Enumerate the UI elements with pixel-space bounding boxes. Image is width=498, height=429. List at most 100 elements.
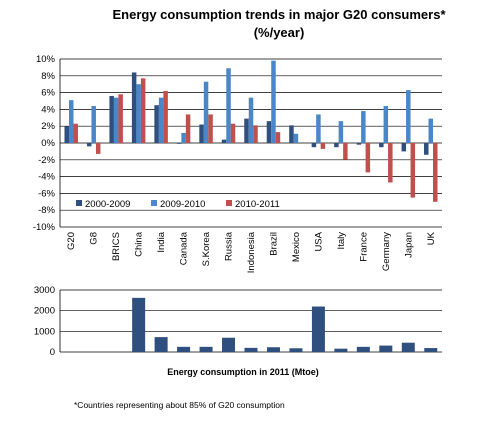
legend-label: 2000-2009 (85, 199, 130, 210)
bottom-bar-Indonesia (244, 347, 258, 352)
top-y-tick-label: 8% (41, 71, 55, 82)
top-bar-2009-2010-UK (428, 118, 434, 143)
legend-swatch (76, 200, 82, 206)
top-bar-2000-2009-Italy (334, 143, 339, 148)
top-bar-2010-2011-Canada (185, 114, 191, 143)
top-x-tick-label: Mexico (291, 232, 302, 262)
top-x-tick-label: Russia (224, 231, 235, 261)
bottom-chart-axis: 3000 2000 1000 0 (34, 285, 61, 358)
top-x-tick-label: BRICS (111, 232, 122, 261)
top-x-tick-label: China (134, 231, 145, 257)
top-bar-2000-2009-China (131, 72, 137, 143)
bottom-bar-S.Korea (199, 346, 213, 352)
bottom-y-tick-label: 1000 (34, 326, 55, 337)
top-bar-2010-2011-Russia (230, 123, 236, 143)
top-bar-2009-2010-Germany (383, 106, 389, 143)
top-y-tick-label: 2% (41, 121, 55, 132)
top-bar-2010-2011-UK (433, 143, 438, 202)
legend-swatch (226, 200, 232, 206)
footnote: *Countries representing about 85% of G20… (74, 400, 285, 410)
top-x-tick-label: Germany (381, 232, 392, 271)
top-bar-2009-2010-USA (316, 114, 321, 143)
bottom-y-tick-label: 3000 (34, 285, 55, 296)
top-bar-2010-2011-France (365, 143, 371, 173)
top-bar-2009-2010-S.Korea (203, 81, 209, 143)
bottom-bar-China (132, 297, 146, 352)
top-bar-2000-2009-Indonesia (244, 118, 249, 143)
top-bar-2000-2009-G20 (64, 126, 69, 143)
top-bar-2010-2011-India (163, 90, 168, 143)
top-bar-2000-2009-Russia (221, 139, 227, 143)
bottom-bar-France (356, 346, 370, 352)
top-bar-2009-2010-Russia (226, 68, 231, 143)
top-bar-2010-2011-BRICS (118, 94, 123, 143)
top-bar-2000-2009-USA (311, 143, 317, 148)
top-y-tick-label: -10% (33, 222, 56, 233)
top-bar-2000-2009-G8 (86, 143, 92, 147)
top-x-tick-label: G8 (89, 232, 100, 245)
top-chart-axis: 10% 8% 6% 4% 2% 0% -2% -4% -6% -8% -10% G20 G8 BRICS C… (33, 54, 437, 273)
top-bar-2009-2010-Italy (338, 121, 344, 143)
top-bar-2009-2010-India (158, 97, 164, 143)
top-bar-2009-2010-G8 (91, 106, 96, 143)
legend-label: 2009-2010 (160, 199, 205, 210)
top-bar-2000-2009-Germany (379, 143, 384, 148)
top-bar-2000-2009-Canada (176, 143, 182, 144)
top-bar-2010-2011-Japan (410, 143, 416, 198)
top-x-tick-label: Indonesia (246, 231, 257, 273)
top-bar-2010-2011-S.Korea (208, 114, 213, 143)
top-bar-2009-2010-Canada (181, 132, 186, 143)
top-bar-2010-2011-Germany (388, 143, 393, 183)
top-y-tick-label: 4% (41, 104, 55, 115)
top-x-tick-label: S.Korea (201, 231, 212, 266)
bottom-bar-Canada (177, 346, 191, 352)
top-bar-2009-2010-France (361, 111, 366, 143)
chart-title-line2: (%/year) (253, 25, 305, 40)
top-bar-2000-2009-Mexico (289, 125, 294, 143)
bottom-bar-UK (424, 348, 438, 352)
top-bar-2000-2009-Brazil (266, 121, 272, 143)
top-x-tick-label: Italy (336, 232, 347, 250)
top-chart-grid (60, 58, 442, 228)
bottom-chart-grid (60, 289, 442, 353)
bottom-bar-Mexico (289, 348, 303, 352)
top-y-tick-label: -2% (38, 155, 55, 166)
top-y-tick-label: 10% (36, 54, 56, 65)
bottom-chart-title: Energy consumption in 2011 (Mtoe) (167, 367, 319, 377)
top-y-tick-label: 0% (41, 138, 55, 149)
chart-title-line1: Energy consumption trends in major G20 c… (112, 7, 446, 22)
top-x-tick-label: Canada (179, 231, 190, 265)
top-bar-2010-2011-China (140, 78, 146, 143)
bottom-y-tick-label: 2000 (34, 306, 55, 317)
top-bar-2009-2010-G20 (68, 100, 74, 143)
bottom-bar-Italy (334, 348, 348, 352)
bottom-bar-Brazil (266, 347, 280, 352)
top-x-tick-label: USA (313, 231, 324, 251)
legend-label: 2010-2011 (235, 199, 280, 210)
bottom-bar-India (154, 337, 168, 352)
top-x-tick-label: UK (426, 231, 437, 245)
top-x-tick-label: France (358, 232, 369, 262)
top-bar-2010-2011-G8 (95, 143, 101, 154)
top-y-tick-label: -4% (38, 172, 55, 183)
top-bar-2009-2010-China (136, 84, 141, 143)
top-y-tick-label: 6% (41, 88, 55, 99)
top-bar-2009-2010-BRICS (113, 97, 119, 143)
top-bar-2010-2011-USA (320, 143, 326, 149)
top-chart-legend: 2000-2009 2009-2010 2010-2011 (76, 199, 280, 210)
top-bar-2010-2011-Italy (343, 143, 348, 160)
bottom-bar-Japan (401, 342, 415, 352)
top-bar-2000-2009-India (154, 105, 159, 143)
top-bar-2000-2009-S.Korea (199, 124, 204, 143)
top-x-tick-label: India (156, 231, 167, 252)
top-bar-2000-2009-France (356, 143, 362, 145)
bottom-chart-bars (132, 297, 438, 352)
top-bar-2009-2010-Brazil (271, 60, 276, 143)
top-bar-2000-2009-UK (424, 143, 429, 155)
bottom-bar-USA (311, 306, 325, 352)
top-bar-2000-2009-BRICS (109, 95, 114, 143)
chart-title: Energy consumption trends in major G20 c… (0, 6, 498, 42)
top-x-tick-label: Japan (403, 232, 414, 258)
top-y-tick-label: -8% (38, 205, 55, 216)
